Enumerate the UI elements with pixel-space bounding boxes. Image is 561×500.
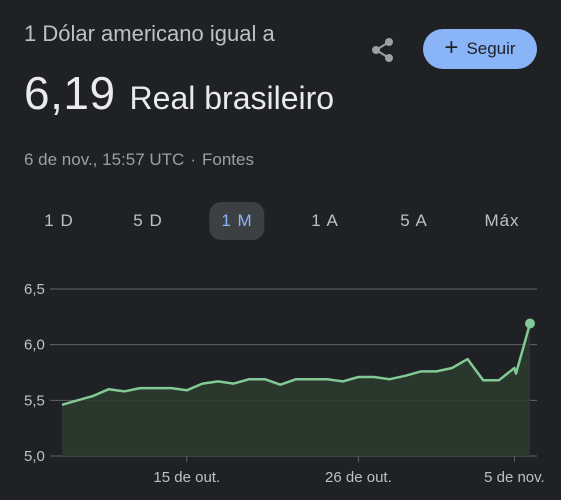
y-tick-label: 5,0 [24, 448, 45, 465]
series-area [62, 323, 530, 456]
meta-separator: · [190, 150, 197, 169]
rate-header: 1 Dólar americano igual a 6,19 Real bras… [24, 20, 354, 120]
target-currency-name: Real brasileiro [129, 80, 335, 116]
x-tick-label: 15 de out. [153, 469, 220, 486]
plus-icon: + [444, 34, 459, 61]
timestamp: 6 de nov., 15:57 UTC [24, 150, 185, 169]
x-tick-label: 5 de nov. [484, 469, 545, 486]
rate-meta: 6 de nov., 15:57 UTC · Fontes [24, 150, 254, 170]
tab-max[interactable]: Máx [484, 211, 520, 230]
sources-link[interactable]: Fontes [202, 150, 254, 169]
conversion-subtitle: 1 Dólar americano igual a [24, 21, 275, 46]
tab-5a[interactable]: 5 A [400, 211, 428, 230]
y-tick-label: 6,0 [24, 337, 45, 354]
tab-1m[interactable]: 1 M [209, 202, 265, 240]
follow-label: Seguir [466, 39, 516, 58]
y-tick-label: 6,5 [24, 281, 45, 298]
price-chart[interactable]: 6,5 6,0 5,5 5,0 15 de out. 26 de out. 5 de nov… [0, 270, 561, 495]
y-tick-label: 5,5 [24, 392, 45, 409]
tab-1a[interactable]: 1 A [311, 211, 339, 230]
range-tabs: 1 D 5 D 1 M 1 A 5 A Máx [0, 202, 561, 242]
exchange-rate-value: 6,19 [24, 67, 116, 119]
last-point-marker [525, 318, 535, 329]
follow-button[interactable]: + Seguir [423, 29, 537, 69]
tab-1d[interactable]: 1 D [44, 211, 74, 230]
x-tick-label: 26 de out. [325, 469, 392, 486]
rate-row: 6,19 Real brasileiro [24, 66, 354, 120]
share-button[interactable] [366, 33, 400, 67]
share-icon [372, 38, 393, 62]
tab-5d[interactable]: 5 D [133, 211, 163, 230]
series-line [61, 323, 532, 407]
